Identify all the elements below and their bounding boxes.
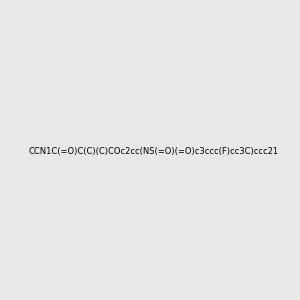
- Text: CCN1C(=O)C(C)(C)COc2cc(NS(=O)(=O)c3ccc(F)cc3C)ccc21: CCN1C(=O)C(C)(C)COc2cc(NS(=O)(=O)c3ccc(F…: [29, 147, 279, 156]
